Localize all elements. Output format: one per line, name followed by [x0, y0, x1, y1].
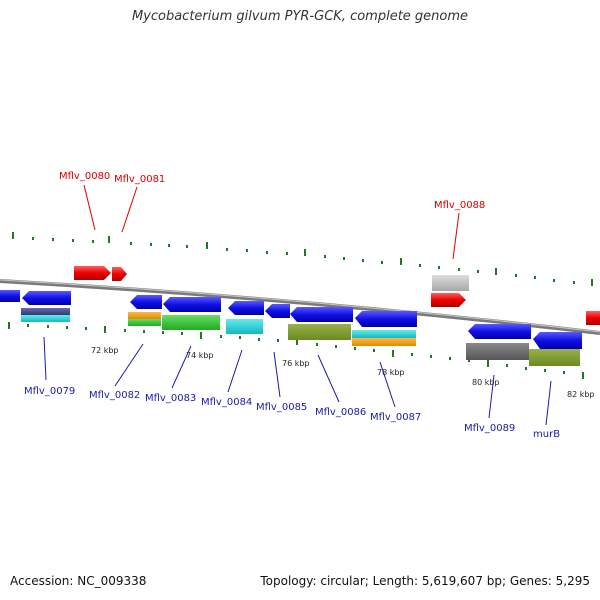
- gene-mflv-0082-feature-b[interactable]: [128, 319, 161, 326]
- gene-mflv-0086-arrow[interactable]: [290, 307, 353, 322]
- connector-murb: [545, 380, 552, 426]
- label-mflv-0085[interactable]: Mflv_0085: [256, 402, 307, 413]
- kbp-label-72: 72 kbp: [91, 346, 119, 355]
- gene-mflv-0089-feature[interactable]: [466, 343, 529, 360]
- gene-mflv-0084-arrow[interactable]: [228, 301, 264, 315]
- label-mflv-0082[interactable]: Mflv_0082: [89, 390, 140, 401]
- upper-tick-row: [12, 232, 593, 286]
- label-mflv-0081[interactable]: Mflv_0081: [114, 174, 165, 185]
- gene-mflv-0083-feature[interactable]: [162, 315, 220, 330]
- connector-mflv-0089: [488, 374, 495, 419]
- connector-mflv-0086: [317, 354, 340, 403]
- gene-mflv-0087-feature-a[interactable]: [352, 330, 416, 338]
- gene-mflv-0079-feature-a[interactable]: [21, 308, 70, 315]
- connector-mflv-0085: [273, 351, 281, 398]
- label-mflv-0080[interactable]: Mflv_0080: [59, 171, 110, 182]
- gene-mflv-0081-arrow[interactable]: [112, 267, 127, 281]
- connector-mflv-0084: [227, 349, 243, 393]
- genome-backbone: [0, 279, 600, 335]
- label-mflv-0083[interactable]: Mflv_0083: [145, 393, 196, 404]
- gene-murb-arrow[interactable]: [533, 332, 582, 349]
- label-mflv-0088[interactable]: Mflv_0088: [434, 200, 485, 211]
- topology-info: Topology: circular; Length: 5,619,607 bp…: [260, 574, 590, 588]
- label-mflv-0089[interactable]: Mflv_0089: [464, 423, 515, 434]
- gene-mflv-0088-feature[interactable]: [432, 275, 469, 291]
- connector-mflv-0088: [452, 212, 460, 260]
- gene-mflv-0079-arrow[interactable]: [22, 291, 71, 305]
- gene-mflv-0080-arrow[interactable]: [74, 266, 111, 280]
- accession-info: Accession: NC_009338: [10, 574, 147, 588]
- gene-red-edge-feature[interactable]: [586, 311, 600, 325]
- kbp-label-78: 78 kbp: [377, 368, 405, 377]
- gene-murb-feature[interactable]: [529, 349, 580, 366]
- gene-mflv-0086-feature[interactable]: [288, 324, 351, 340]
- kbp-label-76: 76 kbp: [282, 359, 310, 368]
- connector-mflv-0081: [121, 186, 138, 233]
- gene-mflv-0089-arrow[interactable]: [468, 324, 531, 339]
- gene-mflv-0082-arrow[interactable]: [130, 295, 162, 309]
- connector-mflv-0083: [171, 345, 192, 389]
- gene-mflv-0079-feature-b[interactable]: [21, 315, 70, 322]
- connector-mflv-0087: [379, 361, 396, 408]
- label-mflv-0084[interactable]: Mflv_0084: [201, 397, 252, 408]
- gene-mflv-0082-feature-a[interactable]: [128, 312, 161, 319]
- map-title: Mycobacterium gilvum PYR-GCK, complete g…: [131, 9, 469, 24]
- gene-mflv-0087-feature-b[interactable]: [352, 338, 416, 346]
- connector-mflv-0079: [43, 336, 47, 381]
- kbp-label-74: 74 kbp: [186, 351, 214, 360]
- gene-mflv-0083-arrow[interactable]: [163, 297, 221, 312]
- lower-tick-row: [8, 322, 584, 379]
- kbp-label-82: 82 kbp: [567, 390, 595, 399]
- label-mflv-0087[interactable]: Mflv_0087: [370, 412, 421, 423]
- label-mflv-0086[interactable]: Mflv_0086: [315, 407, 366, 418]
- gene-mflv-0087-arrow[interactable]: [355, 311, 417, 327]
- gene-left-edge-arrow[interactable]: [0, 290, 20, 302]
- connector-mflv-0082: [114, 343, 144, 387]
- gene-mflv-0084-feature[interactable]: [226, 319, 263, 334]
- label-murb[interactable]: murB: [533, 429, 560, 440]
- gene-mflv-0088-arrow[interactable]: [431, 293, 466, 307]
- label-mflv-0079[interactable]: Mflv_0079: [24, 386, 75, 397]
- connector-mflv-0080: [83, 184, 96, 231]
- gene-mflv-0085-arrow[interactable]: [265, 304, 290, 318]
- kbp-label-80: 80 kbp: [472, 378, 500, 387]
